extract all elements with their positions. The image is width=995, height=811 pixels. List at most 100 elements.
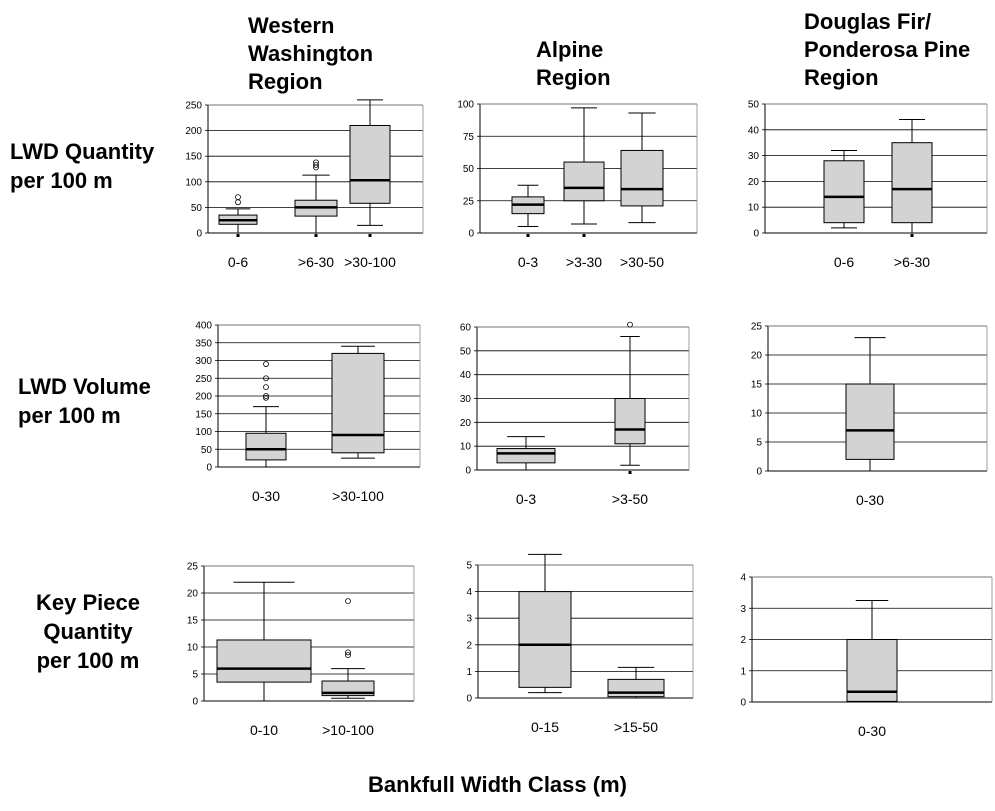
column-header-western-washington: Western Washington Region [248, 13, 374, 94]
box-iqr [331, 352, 385, 454]
outlier-point [313, 162, 319, 168]
box-iqr [845, 383, 895, 460]
category-label: >30-100 [332, 488, 384, 504]
y-tick-label: 10 [748, 203, 760, 214]
y-tick-label: 200 [195, 392, 212, 403]
y-tick-label: 1 [466, 667, 472, 678]
outlier-point [263, 361, 269, 367]
category-label: 0-10 [250, 722, 278, 738]
category-label: >6-30 [298, 254, 334, 270]
outlier-marker [628, 471, 632, 474]
category-label: >30-100 [344, 254, 396, 270]
y-tick-label: 50 [191, 203, 203, 214]
outlier-point [263, 393, 269, 399]
outlier-point [235, 194, 241, 201]
y-tick-label: 0 [756, 467, 762, 478]
y-tick-label: 3 [466, 614, 472, 625]
y-tick-label: 250 [185, 101, 202, 112]
y-tick-label: 50 [460, 346, 472, 357]
y-tick-label: 15 [187, 616, 199, 627]
y-tick-label: 350 [195, 338, 212, 349]
outlier-point [345, 598, 351, 604]
y-tick-label: 10 [751, 409, 763, 420]
y-tick-label: 250 [195, 374, 212, 385]
y-tick-label: 4 [740, 573, 746, 584]
box-iqr [620, 149, 664, 207]
box-iqr [245, 432, 287, 461]
outlier-point [345, 649, 351, 656]
y-tick-label: 0 [465, 466, 471, 477]
y-tick-label: 2 [740, 635, 746, 646]
category-label: >10-100 [322, 722, 374, 738]
box-iqr [823, 160, 865, 224]
box-iqr [518, 591, 572, 688]
y-tick-label: 100 [195, 427, 212, 438]
outlier-point [263, 384, 269, 391]
outlier-point [345, 652, 351, 658]
row-header-lwd-quantity: LWD Quantity per 100 m [10, 139, 155, 193]
box-iqr [216, 639, 312, 683]
y-tick-label: 40 [748, 125, 760, 136]
category-label: >3-50 [612, 491, 648, 507]
category-label: 0-30 [858, 723, 886, 739]
y-tick-label: 0 [466, 694, 472, 705]
y-tick-label: 0 [468, 229, 474, 240]
y-tick-label: 2 [466, 640, 472, 651]
box-iqr [614, 398, 646, 445]
category-label: 0-3 [516, 491, 536, 507]
column-header-alpine: Alpine Region [536, 37, 611, 90]
y-tick-label: 0 [206, 463, 212, 474]
y-tick-label: 50 [201, 445, 213, 456]
y-tick-label: 150 [185, 152, 202, 163]
y-tick-label: 30 [460, 394, 472, 405]
y-tick-label: 25 [187, 562, 199, 573]
y-tick-label: 1 [740, 666, 746, 677]
y-tick-label: 400 [195, 321, 212, 332]
y-tick-label: 100 [185, 177, 202, 188]
outlier-marker [582, 234, 586, 237]
box-iqr [563, 161, 605, 202]
y-tick-label: 20 [751, 351, 763, 362]
category-label: 0-3 [518, 254, 538, 270]
category-label: 0-6 [834, 254, 854, 270]
box-iqr [496, 448, 556, 464]
category-label: >6-30 [894, 254, 930, 270]
box-iqr [349, 124, 391, 204]
outlier-marker [368, 234, 372, 237]
outlier-marker [236, 234, 240, 237]
category-label: 0-30 [252, 488, 280, 504]
y-tick-label: 0 [196, 229, 202, 240]
outlier-point [263, 394, 269, 401]
y-tick-label: 50 [463, 164, 475, 175]
y-tick-label: 0 [753, 229, 759, 240]
y-tick-label: 10 [187, 643, 199, 654]
y-tick-label: 4 [466, 587, 472, 598]
row-header-lwd-volume: LWD Volume per 100 m [18, 374, 151, 428]
y-tick-label: 15 [751, 380, 763, 391]
y-tick-label: 5 [466, 561, 472, 572]
outlier-point [627, 321, 633, 328]
row-header-key-piece: Key Piece Quantity per 100 m [36, 590, 140, 673]
outlier-point [263, 375, 269, 382]
y-tick-label: 0 [740, 698, 746, 709]
category-label: 0-6 [228, 254, 248, 270]
y-tick-label: 300 [195, 356, 212, 367]
y-tick-label: 20 [460, 418, 472, 429]
category-label: >3-30 [566, 254, 602, 270]
y-tick-label: 0 [192, 697, 198, 708]
x-axis-title: Bankfull Width Class (m) [368, 772, 627, 797]
box-iqr [891, 142, 933, 224]
y-tick-label: 150 [195, 409, 212, 420]
y-tick-label: 30 [748, 151, 760, 162]
category-label: 0-15 [531, 719, 559, 735]
outlier-marker [526, 234, 530, 237]
y-tick-label: 20 [187, 589, 199, 600]
box-iqr [607, 678, 665, 698]
y-tick-label: 5 [192, 670, 198, 681]
category-label: >30-50 [620, 254, 664, 270]
y-tick-label: 40 [460, 370, 472, 381]
y-tick-label: 5 [756, 438, 762, 449]
y-tick-label: 200 [185, 126, 202, 137]
y-tick-label: 75 [463, 132, 475, 143]
